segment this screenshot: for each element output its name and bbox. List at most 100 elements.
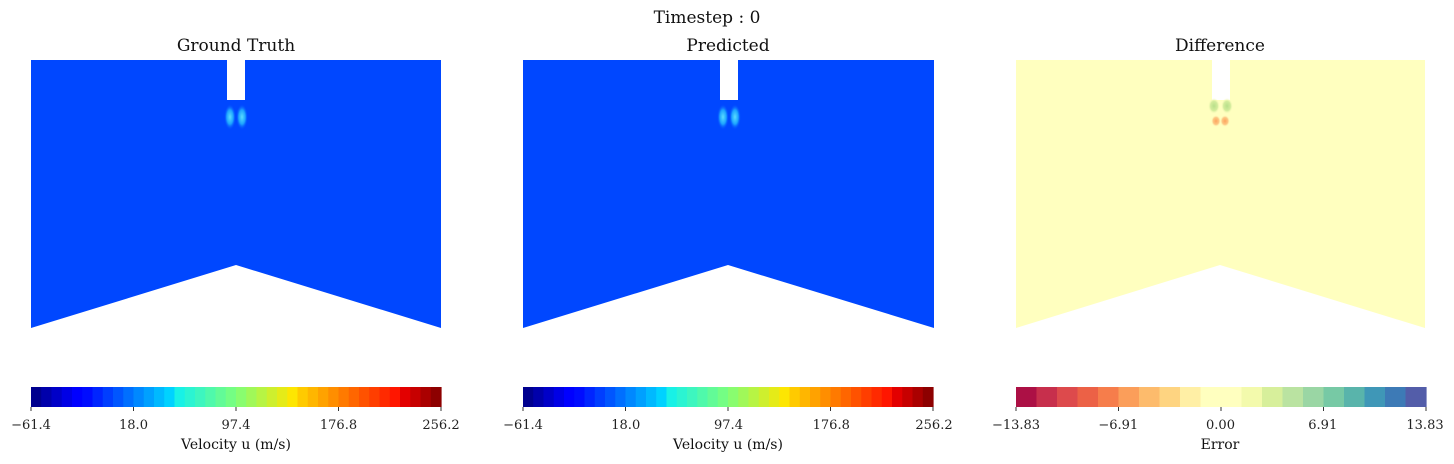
colorbar-segment: [41, 387, 53, 407]
colorbar-segment: [318, 387, 329, 407]
colorbar: [1015, 387, 1427, 411]
colorbar-segment: [553, 387, 565, 407]
panel-ground-truth: Ground Truth −61.4 18.0 97.4 176.8 256.2…: [11, 36, 460, 453]
colorbar-segment: [174, 387, 186, 407]
colorbar-segment: [605, 387, 616, 407]
cbar-tick: −61.4: [11, 418, 51, 433]
colorbar-segment: [1139, 387, 1161, 407]
colorbar-segment: [123, 387, 135, 407]
cbar-tick: 176.8: [320, 418, 357, 433]
colorbar-segment: [799, 387, 811, 407]
panel-title: Predicted: [686, 36, 769, 56]
colorbar-segment: [892, 387, 903, 407]
colorbar-segment: [92, 387, 104, 407]
cbar-tick: 18.0: [611, 418, 640, 433]
figure-suptitle: Timestep : 0: [654, 8, 761, 28]
colorbar-segment: [748, 387, 760, 407]
colorbar-segment: [789, 387, 801, 407]
colorbar-segment: [1118, 387, 1140, 407]
colorbar-segment: [707, 387, 719, 407]
colorbar-segment: [61, 387, 73, 407]
colorbar-segment: [277, 387, 288, 407]
colorbar-segment: [266, 387, 278, 407]
colorbar-segment: [1405, 387, 1427, 407]
colorbar-segment: [1159, 387, 1181, 407]
colorbar-segment: [543, 387, 555, 407]
colorbar-segment: [676, 387, 688, 407]
error-orange-right: [1220, 115, 1230, 127]
colorbar-segment: [164, 387, 176, 407]
colorbar-segment: [215, 387, 227, 407]
colorbar-segment: [256, 387, 268, 407]
colorbar-segment: [369, 387, 381, 407]
plume-right-lobe: [236, 104, 248, 130]
colorbar-segment: [1282, 387, 1304, 407]
colorbar-segment: [359, 387, 370, 407]
colorbar-segment: [646, 387, 657, 407]
field-plot: [31, 60, 441, 328]
colorbar-segment: [1036, 387, 1058, 407]
field-plot: [523, 60, 934, 328]
colorbar-segment: [328, 387, 340, 407]
colorbar-segment: [297, 387, 309, 407]
error-orange-left: [1211, 115, 1221, 127]
cbar-tick: 18.0: [119, 418, 148, 433]
colorbar-segment: [1262, 387, 1284, 407]
colorbar-segment: [184, 387, 196, 407]
colorbar-ticks: −61.4 18.0 97.4 176.8 256.2: [503, 418, 953, 433]
cbar-tick: 256.2: [422, 418, 459, 433]
colorbar-segment: [912, 387, 924, 407]
plume-left-lobe: [717, 104, 729, 130]
colorbar-segment: [830, 387, 842, 407]
cbar-tick: 176.8: [813, 418, 850, 433]
colorbar-segment: [687, 387, 698, 407]
colorbar-segment: [1385, 387, 1407, 407]
cbar-tick: 6.91: [1308, 418, 1337, 433]
colorbar-segment: [1180, 387, 1202, 407]
colorbar-segment: [810, 387, 821, 407]
colorbar-segment: [1344, 387, 1366, 407]
colorbar-segment: [51, 387, 63, 407]
colorbar-segment: [113, 387, 124, 407]
colorbar-segment: [697, 387, 709, 407]
colorbar-segment: [861, 387, 873, 407]
cbar-tick: 13.83: [1406, 418, 1443, 433]
colorbar-segment: [625, 387, 637, 407]
colorbar-segment: [666, 387, 678, 407]
colorbar-segment: [1323, 387, 1345, 407]
colorbar-segment: [400, 387, 411, 407]
plume-left-lobe: [224, 104, 236, 130]
colorbar-segment: [195, 387, 206, 407]
colorbar-ticks: −61.4 18.0 97.4 176.8 256.2: [11, 418, 460, 433]
colorbar: [522, 387, 934, 411]
colorbar-segment: [307, 387, 319, 407]
colorbar-segment: [379, 387, 391, 407]
colorbar: [30, 387, 442, 411]
colorbar-segment: [635, 387, 647, 407]
colorbar-segment: [236, 387, 247, 407]
colorbar-segment: [840, 387, 852, 407]
colorbar-segment: [881, 387, 893, 407]
colorbar-segment: [769, 387, 780, 407]
colorbar-segment: [1098, 387, 1120, 407]
colorbar-segment: [523, 387, 534, 407]
colorbar-label: Velocity u (m/s): [672, 437, 783, 453]
colorbar-ticks: −13.83 −6.91 0.00 6.91 13.83: [992, 418, 1444, 433]
colorbar-segment: [533, 387, 545, 407]
colorbar-segment: [656, 387, 668, 407]
colorbar-segment: [1364, 387, 1386, 407]
cbar-tick: 97.4: [714, 418, 743, 433]
colorbar-segment: [225, 387, 237, 407]
colorbar-label: Error: [1201, 437, 1240, 453]
cbar-tick: −6.91: [1098, 418, 1138, 433]
cbar-tick: 0.00: [1206, 418, 1235, 433]
colorbar-segment: [1221, 387, 1243, 407]
colorbar-segment: [430, 387, 442, 407]
colorbar-segment: [1200, 387, 1222, 407]
colorbar-segment: [31, 387, 42, 407]
field-plot: [1016, 60, 1425, 328]
colorbar-segment: [338, 387, 350, 407]
colorbar-label: Velocity u (m/s): [180, 437, 291, 453]
colorbar-segment: [615, 387, 627, 407]
